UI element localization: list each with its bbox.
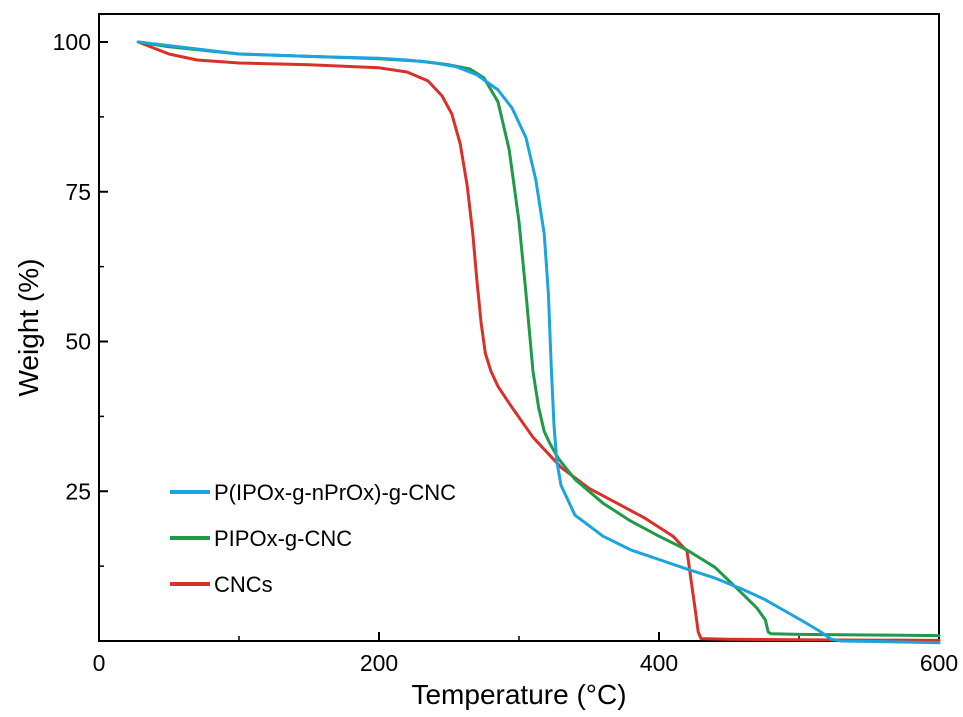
y-tick-label: 50 — [65, 329, 91, 355]
legend-label: P(IPOx-g-nPrOx)-g-CNC — [214, 480, 456, 505]
x-tick-label: 600 — [920, 650, 958, 676]
legend-label: CNCs — [214, 572, 273, 597]
y-axis-title: Weight (%) — [13, 259, 44, 397]
x-tick-label: 400 — [640, 650, 678, 676]
series-line-0 — [136, 40, 941, 645]
x-tick-label: 0 — [93, 650, 106, 676]
series-line-2 — [136, 40, 941, 642]
series-layer — [136, 40, 941, 645]
ticks-layer: 0 200 400 600 25 50 75 100 — [53, 29, 959, 676]
legend: P(IPOx-g-nPrOx)-g-CNC PIPOx-g-CNC CNCs — [170, 480, 456, 597]
x-tick-label: 200 — [360, 650, 398, 676]
legend-label: PIPOx-g-CNC — [214, 526, 352, 551]
y-tick-label: 100 — [53, 29, 91, 55]
y-tick-label: 25 — [65, 478, 91, 504]
y-tick-label: 75 — [65, 179, 91, 205]
x-axis-title: Temperature (°C) — [411, 679, 626, 710]
